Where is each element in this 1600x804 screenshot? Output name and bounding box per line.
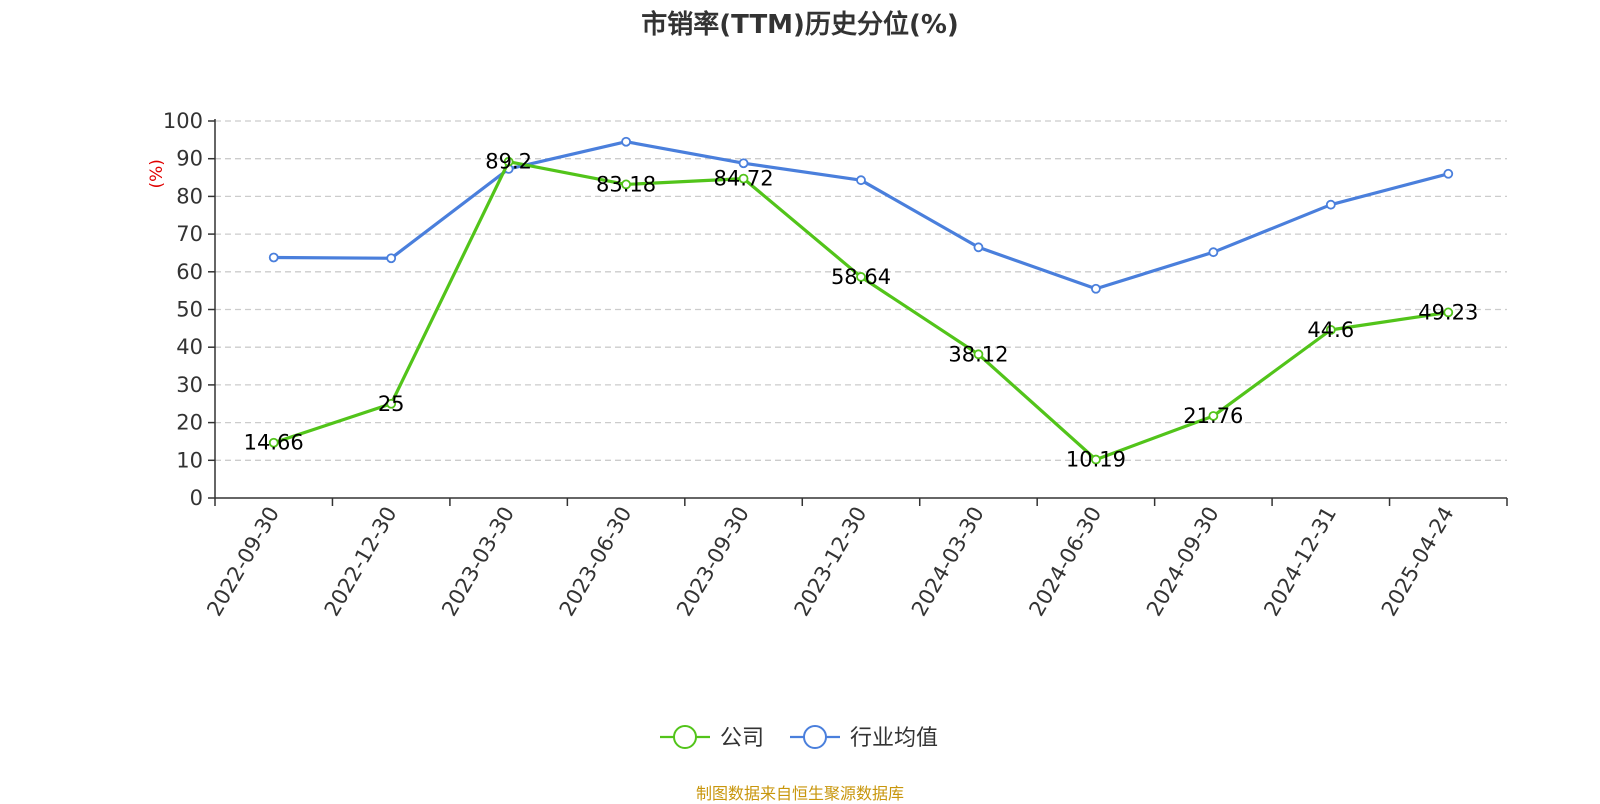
y-tick-label: 50 (176, 298, 203, 322)
data-labels: 14.66 25 89.2 83.18 84.72 58.64 38.12 10.19 21.7… (244, 150, 1479, 472)
data-point (268, 252, 279, 263)
data-point (386, 398, 397, 409)
y-axis: 0 10 20 30 40 50 60 70 80 90 100 (%) (147, 109, 216, 510)
data-point (1443, 307, 1454, 318)
chart-title: 市销率(TTM)历史分位(%) (641, 10, 959, 40)
y-tick-label: 90 (176, 147, 203, 171)
data-point (621, 136, 631, 147)
legend: 公司 行业均值 (660, 725, 938, 751)
y-axis-label: (%) (147, 159, 167, 188)
x-tick-label: 2023-12-30 (790, 503, 872, 621)
legend-label: 行业均值 (850, 726, 938, 751)
data-label: 14.66 (244, 431, 304, 455)
data-point (973, 242, 984, 253)
y-tick-label: 40 (176, 335, 203, 359)
x-tick-label: 2024-03-30 (907, 503, 989, 621)
x-tick-label: 2024-06-30 (1024, 503, 1106, 621)
data-label: 10.19 (1066, 448, 1126, 472)
data-point (1208, 411, 1219, 421)
series-line (273, 160, 1449, 462)
data-label: 84.72 (713, 167, 773, 191)
data-point (1325, 199, 1336, 210)
y-tick-label: 20 (176, 411, 203, 435)
data-label: 21.76 (1183, 404, 1243, 428)
data-point (268, 437, 279, 448)
data-point (738, 173, 749, 184)
data-point (738, 158, 749, 169)
x-tick-label: 2024-12-31 (1259, 503, 1341, 621)
data-point (1443, 168, 1454, 179)
data-point (856, 272, 866, 282)
data-point (973, 349, 984, 360)
data-point (1208, 247, 1219, 258)
data-label: 58.64 (831, 265, 891, 289)
data-point (621, 179, 631, 190)
data-point (386, 253, 397, 264)
data-label: 49.23 (1418, 300, 1478, 324)
x-tick-label: 2023-03-30 (437, 503, 519, 621)
source-note: 制图数据来自恒生聚源数据库 (695, 784, 904, 803)
data-point (1091, 283, 1101, 294)
y-tick-label: 60 (176, 260, 203, 284)
data-point (503, 156, 514, 167)
data-point (1091, 454, 1101, 465)
x-axis: 2022-09-30 2022-12-30 2023-03-30 2023-06-30… (202, 497, 1508, 621)
data-label: 25 (378, 392, 405, 416)
x-tick-label: 2025-04-24 (1377, 503, 1459, 621)
data-label: 83.18 (596, 172, 656, 196)
x-tick-label: 2022-12-30 (320, 503, 402, 621)
y-tick-label: 70 (176, 222, 203, 246)
data-point (856, 175, 866, 186)
data-label: 38.12 (948, 342, 1008, 366)
x-tick-label: 2024-09-30 (1142, 503, 1224, 621)
data-label: 89.2 (485, 150, 532, 174)
y-tick-label: 80 (176, 184, 203, 208)
legend-label: 公司 (720, 726, 764, 751)
y-tick-label: 30 (176, 373, 203, 397)
data-label: 44.6 (1307, 318, 1354, 342)
grid-lines (215, 120, 1507, 461)
x-tick-label: 2022-09-30 (202, 503, 284, 621)
x-tick-label: 2023-09-30 (672, 503, 754, 621)
data-point (1325, 324, 1336, 335)
series-layer (268, 136, 1454, 465)
y-tick-label: 10 (176, 448, 203, 472)
y-tick-label: 0 (190, 486, 203, 510)
legend-marker (673, 725, 697, 749)
legend-marker (803, 725, 827, 749)
x-tick-label: 2023-06-30 (555, 503, 637, 621)
y-tick-label: 100 (163, 109, 203, 133)
